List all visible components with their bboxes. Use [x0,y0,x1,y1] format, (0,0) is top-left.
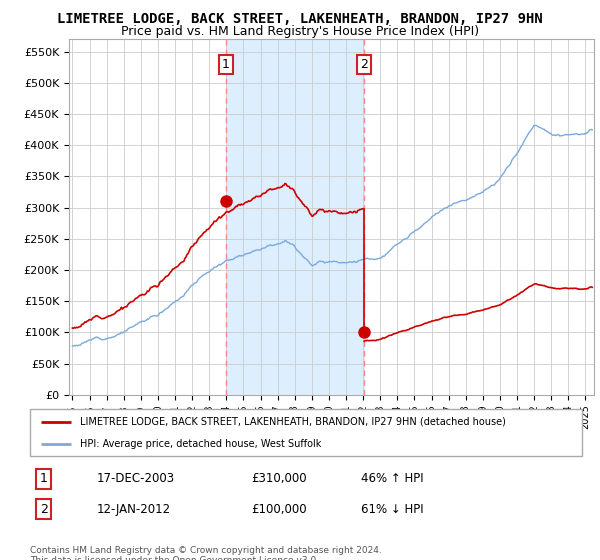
Text: 61% ↓ HPI: 61% ↓ HPI [361,502,424,516]
Text: 2: 2 [360,58,368,71]
Text: 46% ↑ HPI: 46% ↑ HPI [361,472,424,486]
Text: 12-JAN-2012: 12-JAN-2012 [96,502,170,516]
Text: LIMETREE LODGE, BACK STREET, LAKENHEATH, BRANDON, IP27 9HN (detached house): LIMETREE LODGE, BACK STREET, LAKENHEATH,… [80,417,506,427]
Text: HPI: Average price, detached house, West Suffolk: HPI: Average price, detached house, West… [80,438,321,449]
FancyBboxPatch shape [30,409,582,456]
Text: 1: 1 [222,58,230,71]
Text: LIMETREE LODGE, BACK STREET, LAKENHEATH, BRANDON, IP27 9HN: LIMETREE LODGE, BACK STREET, LAKENHEATH,… [57,12,543,26]
Text: 17-DEC-2003: 17-DEC-2003 [96,472,175,486]
Text: Contains HM Land Registry data © Crown copyright and database right 2024.
This d: Contains HM Land Registry data © Crown c… [30,546,382,560]
Text: £100,000: £100,000 [251,502,307,516]
Text: £310,000: £310,000 [251,472,307,486]
Bar [226,39,364,395]
Text: 1: 1 [40,472,48,486]
Text: 2: 2 [40,502,48,516]
Text: Price paid vs. HM Land Registry's House Price Index (HPI): Price paid vs. HM Land Registry's House … [121,25,479,38]
